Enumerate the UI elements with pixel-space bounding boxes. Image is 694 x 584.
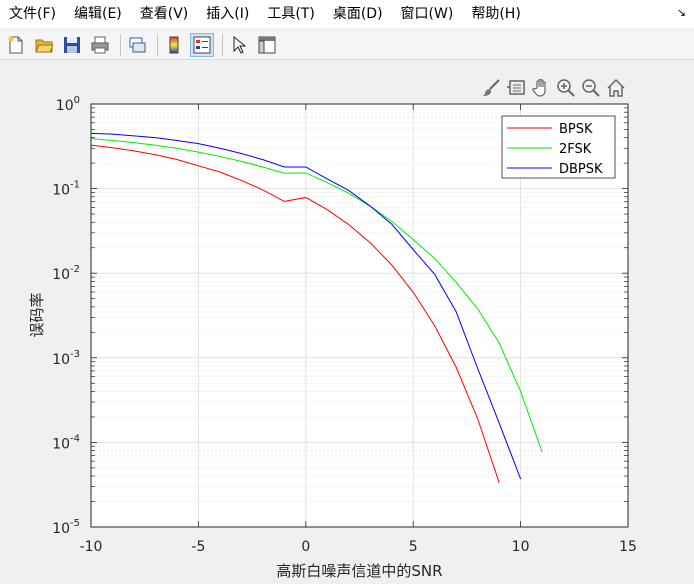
zoom-in-icon[interactable] [554, 76, 578, 100]
legend[interactable]: BPSK 2FSK DBPSK [501, 115, 616, 179]
toolbar-separator [120, 33, 121, 56]
menu-file[interactable]: 文件(F) [9, 6, 56, 22]
minor-grid [91, 107, 628, 502]
legend-label: BPSK [559, 122, 593, 137]
zoom-out-icon[interactable] [579, 76, 603, 100]
x-tick-label: -5 [191, 539, 205, 555]
tick-marks [90, 103, 629, 528]
toolbar-separator [157, 33, 158, 56]
new-figure-icon[interactable] [4, 33, 28, 57]
y-tick-label: 10-1 [52, 180, 80, 199]
y-tick-label: 100 [56, 95, 80, 114]
series-line-dbpsk[interactable] [90, 132, 522, 480]
y-tick-labels: 10-5 10-4 10-3 10-2 10-1 100 [52, 95, 80, 537]
dock-arrow-icon[interactable]: ↘ [676, 6, 686, 19]
figure-toolbar [0, 30, 694, 60]
y-tick-label: 10-5 [52, 518, 80, 537]
axes-box [90, 103, 629, 528]
series-line-bpsk[interactable] [90, 144, 500, 483]
y-tick-label: 10-3 [52, 349, 80, 368]
property-inspector-icon[interactable] [255, 33, 279, 57]
link-plot-icon[interactable] [125, 33, 149, 57]
menu-window[interactable]: 窗口(W) [400, 6, 454, 22]
x-tick-label: 0 [301, 539, 310, 555]
series-line-2fsk[interactable] [90, 138, 543, 453]
series-lines [90, 132, 543, 483]
menu-desktop[interactable]: 桌面(D) [332, 6, 383, 22]
menu-insert[interactable]: 插入(I) [206, 6, 250, 22]
menu-view[interactable]: 查看(V) [139, 6, 189, 22]
legend-label: 2FSK [559, 142, 592, 157]
insert-colorbar-icon[interactable] [162, 33, 186, 57]
data-tips-icon[interactable] [504, 76, 528, 100]
menu-tools[interactable]: 工具(T) [267, 6, 315, 22]
menu-edit[interactable]: 编辑(E) [73, 6, 122, 22]
x-tick-label: 5 [409, 539, 418, 555]
edit-plot-cursor-icon[interactable] [227, 33, 251, 57]
insert-legend-icon[interactable] [190, 32, 214, 57]
legend-label: DBPSK [559, 162, 603, 177]
save-icon[interactable] [60, 33, 84, 57]
line-chart: -10 -5 0 5 10 15 10-5 10-4 10-3 10-2 10-1 100 高斯白噪… [0, 60, 694, 584]
x-tick-labels: -10 -5 0 5 10 15 [80, 539, 637, 555]
x-tick-label: -10 [80, 539, 103, 555]
axes-toolbar [478, 76, 628, 100]
x-tick-label: 10 [512, 539, 530, 555]
y-axis-label: 误码率 [28, 292, 46, 337]
y-tick-label: 10-4 [52, 433, 80, 452]
pan-hand-icon[interactable] [529, 76, 553, 100]
toolbar-separator [222, 33, 223, 56]
brush-icon[interactable] [479, 76, 503, 100]
menu-bar: 文件(F) 编辑(E) 查看(V) 插入(I) 工具(T) 桌面(D) 窗口(W… [0, 0, 694, 28]
open-file-icon[interactable] [32, 33, 56, 57]
x-tick-label: 15 [619, 539, 637, 555]
y-tick-label: 10-2 [52, 264, 80, 283]
home-icon[interactable] [604, 76, 628, 100]
menu-help[interactable]: 帮助(H) [471, 6, 521, 22]
x-axis-label: 高斯白噪声信道中的SNR [276, 562, 442, 580]
print-icon[interactable] [88, 33, 112, 57]
